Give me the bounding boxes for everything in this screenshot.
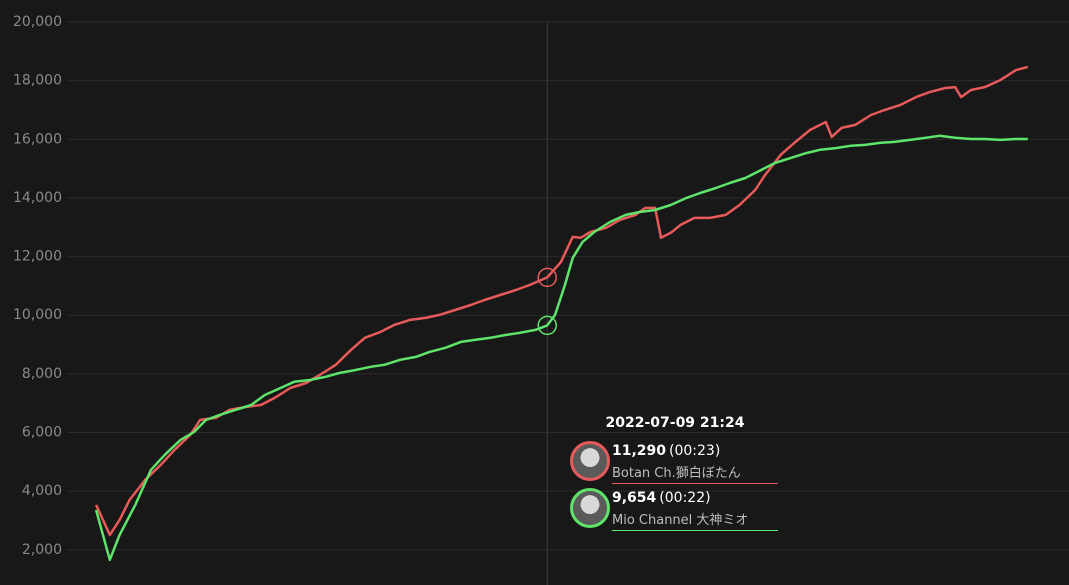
tooltip-item: 9,654 (00:22) Mio Channel 大神ミオ (612, 490, 778, 531)
series-line (94, 134, 1028, 562)
tooltip-value-row: 9,654 (00:22) (612, 490, 778, 506)
tooltip-series-name: Botan Ch.獅白ぼたん (612, 466, 741, 481)
hover-point (537, 315, 557, 336)
tooltip-value: 9,654 (612, 490, 657, 506)
series-line (94, 65, 1029, 537)
tooltip-duration: (00:23) (669, 443, 721, 459)
avatar (570, 441, 610, 481)
tooltip-value-row: 11,290 (00:23) (612, 443, 778, 459)
y-tick-label: 14,000 (13, 190, 62, 206)
y-tick-label: 16,000 (13, 131, 62, 147)
y-tick-label: 2,000 (22, 542, 62, 558)
hover-point (537, 267, 557, 288)
tooltip-duration: (00:22) (659, 490, 711, 506)
y-tick-label: 8,000 (22, 366, 62, 382)
y-tick-label: 10,000 (13, 307, 62, 323)
y-tick-label: 4,000 (22, 483, 62, 499)
y-tick-label: 6,000 (22, 425, 62, 441)
y-tick-label: 20,000 (13, 14, 62, 30)
avatar (570, 488, 610, 528)
tooltip-value: 11,290 (612, 443, 667, 459)
tooltip-title: 2022-07-09 21:24 (605, 415, 745, 431)
y-tick-label: 12,000 (13, 249, 62, 265)
y-tick-label: 18,000 (13, 73, 62, 89)
tooltip-series-name: Mio Channel 大神ミオ (612, 513, 749, 528)
tooltip-item: 11,290 (00:23) Botan Ch.獅白ぼたん (612, 443, 778, 484)
